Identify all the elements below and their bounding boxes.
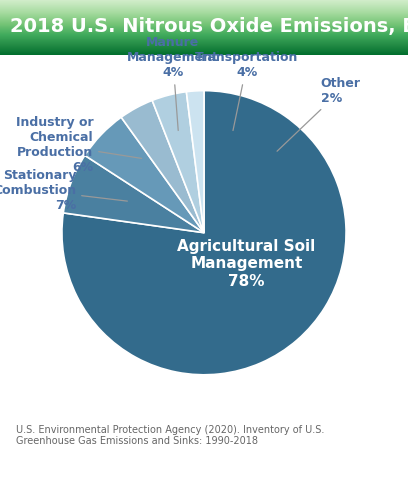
Text: Stationary
Combustion
7%: Stationary Combustion 7% — [0, 168, 127, 212]
Wedge shape — [121, 100, 204, 233]
Wedge shape — [186, 91, 204, 233]
Text: Other
2%: Other 2% — [277, 77, 361, 151]
Text: Manure
Management
4%: Manure Management 4% — [127, 36, 219, 131]
Text: Transportation
4%: Transportation 4% — [195, 51, 298, 131]
Wedge shape — [152, 92, 204, 233]
Wedge shape — [85, 117, 204, 233]
Text: Agricultural Soil
Management
78%: Agricultural Soil Management 78% — [177, 239, 316, 289]
Text: U.S. Environmental Protection Agency (2020). Inventory of U.S.
Greenhouse Gas Em: U.S. Environmental Protection Agency (20… — [16, 425, 325, 446]
Wedge shape — [62, 91, 346, 375]
Wedge shape — [63, 156, 204, 233]
Text: 2018 U.S. Nitrous Oxide Emissions, By Source: 2018 U.S. Nitrous Oxide Emissions, By So… — [10, 17, 408, 36]
Text: Industry or
Chemical
Production
6%: Industry or Chemical Production 6% — [16, 116, 142, 174]
